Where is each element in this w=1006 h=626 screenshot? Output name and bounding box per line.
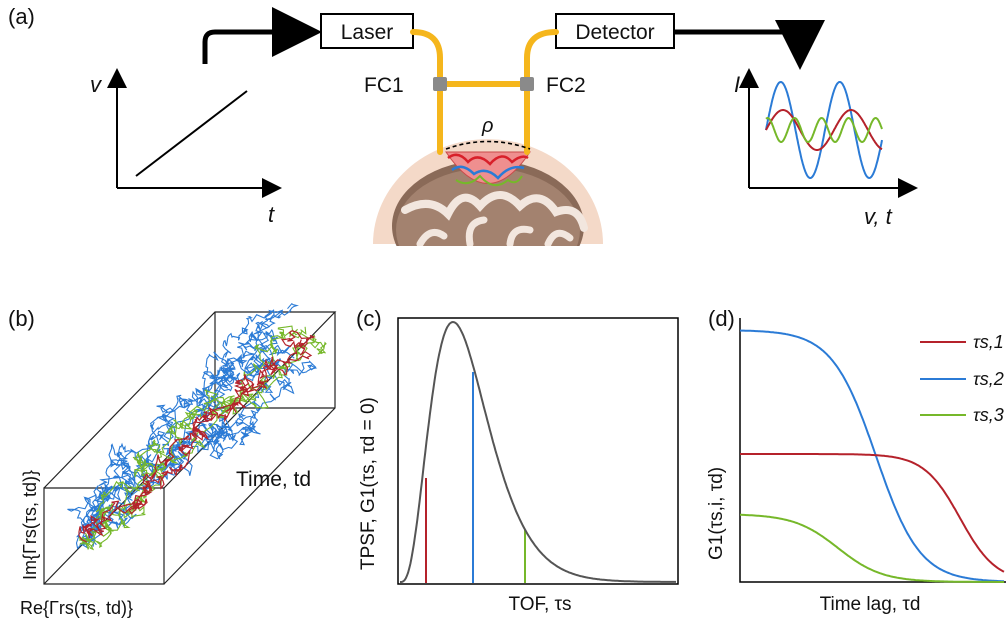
- v-axis-label: v: [90, 72, 103, 97]
- trajectory-path: [90, 360, 317, 546]
- panel-d-tag: (d): [708, 306, 735, 331]
- vt-axis-label: v, t: [864, 204, 893, 229]
- intensity-plot: I v, t: [734, 68, 918, 229]
- panel-a-tag: (a): [8, 4, 35, 29]
- source-detector-separation: [445, 140, 531, 150]
- g1-curve-blue: [739, 329, 1005, 583]
- trajectory-path: [91, 326, 307, 540]
- red-wave: [765, 109, 883, 151]
- g1-curve-red: [740, 453, 1005, 573]
- legend-label-2: τs,2: [973, 369, 1004, 389]
- re-axis-label: Re{Γrs(τs, td)}: [20, 598, 133, 618]
- trajectory-path: [78, 334, 327, 551]
- tpsf-curve: [400, 320, 676, 583]
- output-arrow: [674, 20, 825, 70]
- rho-label: ρ: [481, 115, 493, 137]
- blue-wave: [765, 80, 883, 180]
- detector-label: Detector: [575, 21, 654, 44]
- t-axis-label: t: [268, 202, 275, 227]
- panel-c-tag: (c): [356, 306, 382, 331]
- tof-axis-label: TOF, τs: [508, 594, 571, 615]
- panel-b: (b) Time, td Im{Γrs(τs, td)} Re{Γrs(τs, …: [8, 302, 337, 618]
- trajectory-path: [87, 357, 318, 544]
- tpsf-frame: [397, 317, 679, 585]
- random-walk-trajectories: [67, 302, 327, 551]
- ramp-line: [135, 90, 248, 177]
- fc1-label: FC1: [364, 74, 404, 97]
- trajectory-path: [78, 330, 311, 543]
- panel-d: (d) G1(τs,i, τd) Time lag, τd τs,1 τs,2 …: [706, 306, 1006, 615]
- time-axis-label: Time, td: [236, 468, 311, 491]
- panel-c: (c) TPSF, G1(τs, τd = 0) TOF, τs: [356, 306, 679, 615]
- legend-label-3: τs,3: [973, 405, 1004, 425]
- velocity-plot: v t: [90, 68, 282, 227]
- fc2-label: FC2: [546, 74, 586, 97]
- laser-label: Laser: [341, 21, 394, 44]
- g1-axis-label: G1(τs,i, τd): [706, 467, 727, 560]
- trajectory-path: [78, 325, 320, 551]
- brain-icon: [373, 139, 603, 246]
- g1-curve-green: [740, 513, 1004, 583]
- optical-fibers: [410, 29, 559, 155]
- im-axis-label: Im{Γrs(τs, td)}: [20, 470, 40, 580]
- green-wave: [765, 116, 883, 144]
- i-axis-label: I: [734, 72, 740, 97]
- panel-b-tag: (b): [8, 306, 35, 331]
- input-arrow: [202, 7, 322, 64]
- g1-axes: [739, 318, 1006, 583]
- fiber-coupler-icon: [433, 77, 447, 91]
- legend-label-1: τs,1: [973, 332, 1004, 352]
- panel-a: (a) v t Laser Detector: [8, 4, 918, 246]
- time-lag-axis-label: Time lag, τd: [820, 594, 921, 615]
- legend: τs,1 τs,2 τs,3: [920, 332, 1004, 425]
- fiber-coupler-icon: [520, 77, 534, 91]
- tpsf-axis-label: TPSF, G1(τs, τd = 0): [358, 397, 379, 570]
